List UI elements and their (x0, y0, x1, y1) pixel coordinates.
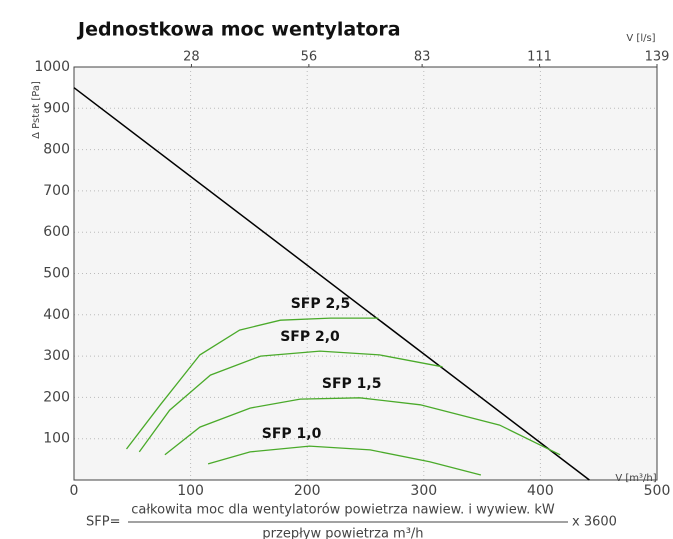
x-tick-label: 400 (527, 483, 554, 499)
x-tick-label: 200 (294, 483, 321, 499)
series-line (164, 397, 561, 456)
x-tick-label: 500 (644, 483, 671, 499)
x-tick-label: 100 (177, 483, 204, 499)
x2-axis-label: V [l/s] (626, 33, 655, 44)
series-line (125, 317, 379, 450)
series-label: SFP 1,5 (322, 376, 382, 392)
y-tick-label: 600 (43, 224, 70, 240)
plot-border (73, 66, 658, 481)
x2-tick-label: 83 (414, 50, 431, 65)
y-tick-label: 100 (43, 431, 70, 447)
series-label: SFP 2,0 (280, 329, 340, 345)
y-tick-label: 900 (43, 100, 70, 116)
x2-tick-label: 139 (645, 50, 670, 65)
chart-title: Jednostkowa moc wentylatora (76, 19, 401, 41)
plot-area (74, 67, 657, 480)
y-tick-label: 1000 (34, 59, 70, 75)
y-tick-label: 800 (43, 142, 70, 158)
y-tick-label: 200 (43, 389, 70, 405)
x2-tick-label: 56 (301, 50, 318, 65)
y-tick-label: 400 (43, 307, 70, 323)
x-tick-label: 300 (410, 483, 437, 499)
y-axis-label: Δ Pstat [Pa] (31, 81, 42, 139)
formula-prefix: SFP= (86, 515, 120, 530)
formula-suffix: x 3600 (572, 515, 617, 530)
x2-tick-label: 111 (527, 50, 552, 65)
y-tick-label: 500 (43, 266, 70, 282)
x-tick-label: 0 (70, 483, 79, 499)
formula-numerator: całkowita moc dla wentylatorów powietrza… (131, 503, 555, 518)
series-label: SFP 2,5 (291, 296, 351, 312)
series-line (73, 87, 590, 481)
y-tick-label: 300 (43, 348, 70, 364)
series-line (138, 350, 443, 453)
x2-tick-label: 28 (183, 50, 200, 65)
y-tick-label: 700 (43, 183, 70, 199)
x-axis-label: V [m³/h] (615, 473, 656, 484)
series-label: SFP 1,0 (262, 426, 322, 442)
series-line (207, 445, 482, 476)
formula-denominator: przepływ powietrza m³/h (262, 527, 423, 539)
